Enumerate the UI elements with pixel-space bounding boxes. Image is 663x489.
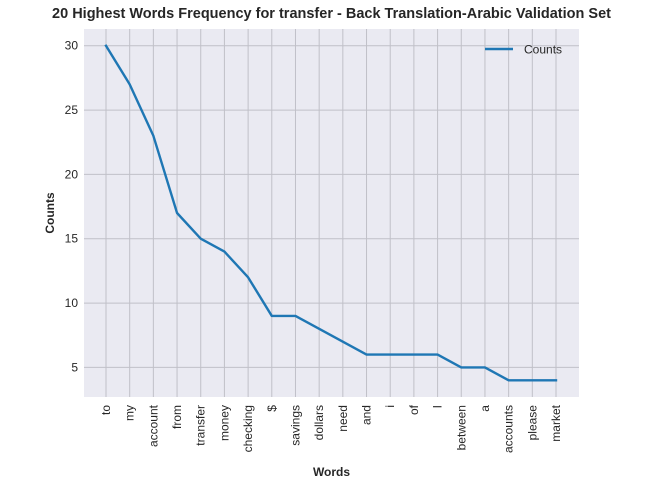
x-tick-label: and [360,405,374,425]
chart-title: 20 Highest Words Frequency for transfer … [52,6,611,22]
y-tick-label: 20 [65,167,79,181]
series-line [104,44,558,382]
x-tick-label: market [549,404,563,441]
x-tick-label: savings [288,405,302,446]
x-tick-label: $ [265,405,279,412]
x-tick-label: of [407,404,421,415]
x-tick-label: dollars [312,405,326,440]
y-axis-label: Counts [43,192,57,234]
x-tick-label: please [525,405,539,441]
x-tick-label: need [336,405,350,432]
x-tick-label: a [478,405,492,412]
x-tick-label: from [170,405,184,429]
x-tick-label: checking [241,405,255,452]
x-tick-label: transfer [194,405,208,446]
y-tick-label: 15 [65,232,79,246]
x-tick-label: I [431,405,445,408]
x-tick-label: between [454,405,468,450]
x-tick-label: to [99,405,113,415]
plot-area [84,29,579,397]
x-tick-label: i [383,405,397,408]
legend-label: Counts [524,43,562,57]
x-axis-label: Words [313,465,350,479]
x-tick-label: accounts [502,405,516,453]
y-tick-label: 10 [65,296,79,310]
x-tick-label: my [123,405,137,421]
y-tick-label: 25 [65,103,79,117]
y-tick-label: 5 [71,360,78,374]
x-tick-label: account [146,404,160,447]
x-tick-label: money [217,405,231,441]
y-tick-label: 30 [65,39,79,53]
